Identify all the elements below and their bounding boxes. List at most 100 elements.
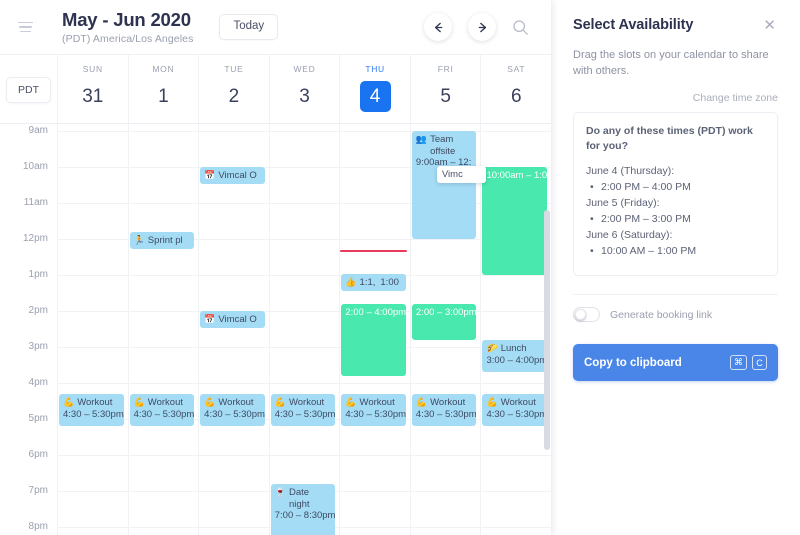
generate-booking-link-toggle[interactable] bbox=[573, 307, 600, 322]
day-header-mon[interactable]: MON 1 bbox=[127, 55, 199, 123]
search-icon bbox=[513, 19, 528, 35]
calendar-event[interactable]: 💪 Workout 4:30 – 5:30pm bbox=[129, 394, 195, 426]
calendar-event[interactable]: 💪 Workout 4:30 – 5:30pm bbox=[482, 394, 548, 426]
day-header-wed[interactable]: WED 3 bbox=[268, 55, 340, 123]
hour-gridline bbox=[410, 347, 481, 348]
change-timezone-link[interactable]: Change time zone bbox=[692, 92, 778, 104]
hour-gridline bbox=[481, 383, 551, 384]
search-button[interactable] bbox=[512, 19, 529, 36]
hour-gridline bbox=[199, 383, 269, 384]
toggle-label: Generate booking link bbox=[610, 308, 713, 321]
slot-group: June 5 (Friday): 2:00 PM – 3:00 PM bbox=[586, 195, 765, 227]
event-title: 💪 Workout bbox=[63, 397, 120, 409]
calendar-event[interactable]: 👍 1:1, 1:00 bbox=[341, 274, 406, 291]
day-column-fri[interactable]: 👥 Team offsite 9:00am – 12: 2:00 – 3:00pm 💪 W… bbox=[409, 124, 487, 535]
hour-gridline bbox=[340, 455, 410, 456]
day-header-tue[interactable]: TUE 2 bbox=[198, 55, 269, 123]
slots-preview-box[interactable]: Do any of these times (PDT) work for you… bbox=[573, 112, 778, 276]
hour-gridline bbox=[58, 455, 128, 456]
topbar-actions bbox=[424, 13, 551, 41]
hour-gridline bbox=[269, 203, 340, 204]
event-title-text: Workout bbox=[288, 397, 325, 408]
overlapping-event-chip[interactable]: Vimc bbox=[436, 166, 487, 183]
calendar-event[interactable]: 2:00 – 4:00pm bbox=[341, 304, 406, 376]
time-label: 12pm bbox=[22, 233, 48, 244]
close-icon[interactable]: ✕ bbox=[763, 17, 776, 34]
calendar-event[interactable]: 👥 Team offsite 9:00am – 12: bbox=[411, 131, 477, 239]
hour-gridline bbox=[269, 239, 340, 240]
calendar-event[interactable]: 🍷 Date night 7:00 – 8:30pm bbox=[270, 484, 336, 535]
hour-gridline bbox=[128, 383, 199, 384]
hour-gridline bbox=[199, 455, 269, 456]
hamburger-line bbox=[17, 21, 33, 24]
calendar-event[interactable]: 2:00 – 3:00pm bbox=[411, 304, 477, 340]
day-of-week-label: TUE bbox=[224, 64, 244, 74]
day-header-sun[interactable]: SUN 31 bbox=[57, 55, 128, 123]
event-title-text: Sprint pl bbox=[147, 234, 183, 246]
hour-gridline bbox=[481, 311, 551, 312]
hour-gridline bbox=[269, 167, 340, 168]
arrow-right-icon bbox=[478, 22, 486, 32]
calendar-event[interactable]: 💪 Workout 4:30 – 5:30pm bbox=[411, 394, 477, 426]
hour-gridline bbox=[128, 491, 199, 492]
event-time: 7:00 – 8:30pm bbox=[274, 510, 336, 521]
hour-gridline bbox=[410, 239, 481, 240]
time-label: 9am bbox=[28, 125, 48, 136]
hour-gridline bbox=[340, 527, 410, 528]
event-emoji-icon: 💪 bbox=[63, 397, 75, 407]
slot-time-item: 2:00 PM – 4:00 PM bbox=[586, 179, 765, 195]
day-column-sat[interactable]: 10:00am – 1:0 🌮 Lunch 3:00 – 4:00pm 💪 Workout… bbox=[480, 124, 551, 535]
calendar-scrollbar[interactable] bbox=[544, 124, 550, 535]
hour-gridline bbox=[410, 527, 481, 528]
current-time-indicator bbox=[340, 250, 407, 252]
day-header-sat[interactable]: SAT 6 bbox=[480, 55, 551, 123]
day-column-sun[interactable]: 💪 Workout 4:30 – 5:30pm bbox=[57, 124, 128, 535]
event-title: 👥 Team offsite bbox=[416, 134, 473, 157]
calendar-event[interactable]: 💪 Workout 4:30 – 5:30pm bbox=[200, 394, 265, 426]
day-number: 6 bbox=[510, 86, 522, 107]
timezone-button[interactable]: PDT bbox=[6, 76, 51, 104]
hour-gridline bbox=[199, 347, 269, 348]
next-week-button[interactable] bbox=[468, 13, 496, 41]
day-column-mon[interactable]: 🏃 Sprint pl 💪 Workout 4:30 – 5:30pm bbox=[127, 124, 199, 535]
calendar-grid-scroll[interactable]: 9am 10am 11am 12pm 1pm 2pm 3pm 4pm 5pm 6pm 7pm 8pm … bbox=[0, 124, 551, 535]
hamburger-icon[interactable] bbox=[0, 21, 46, 33]
panel-title: Select Availability bbox=[573, 17, 694, 33]
page-title: May - Jun 2020 bbox=[62, 8, 191, 30]
time-label: 8pm bbox=[28, 521, 48, 532]
hour-gridline bbox=[128, 527, 199, 528]
top-bar: May - Jun 2020 (PDT) America/Los Angeles… bbox=[0, 0, 551, 55]
shortcut-keycap: C bbox=[752, 355, 767, 370]
event-title-text: Workout bbox=[218, 397, 254, 408]
calendar-event[interactable]: 💪 Workout 4:30 – 5:30pm bbox=[59, 394, 124, 426]
calendar-event[interactable]: 🏃 Sprint pl bbox=[129, 232, 195, 249]
prev-week-button[interactable] bbox=[424, 13, 452, 41]
day-column-wed[interactable]: 💪 Workout 4:30 – 5:30pm 🍷 Date night 7:00 – 8… bbox=[268, 124, 340, 535]
calendar-event[interactable]: 📅 Vimcal O bbox=[200, 167, 265, 184]
copy-button-label: Copy to clipboard bbox=[584, 356, 682, 369]
day-column-thu[interactable]: 👍 1:1, 1:00 2:00 – 4:00pm 💪 Workout 4:30 – 5:… bbox=[339, 124, 410, 535]
hour-gridline bbox=[340, 239, 410, 240]
time-label: 4pm bbox=[28, 377, 48, 388]
calendar-event[interactable]: 💪 Workout 4:30 – 5:30pm bbox=[341, 394, 406, 426]
day-header-thu[interactable]: THU 4 bbox=[339, 55, 410, 123]
today-button[interactable]: Today bbox=[219, 13, 279, 41]
event-emoji-icon: 📅 bbox=[204, 313, 216, 324]
slot-time-list: 2:00 PM – 3:00 PM bbox=[586, 211, 765, 227]
calendar-event[interactable]: 10:00am – 1:0 bbox=[482, 167, 548, 275]
copy-to-clipboard-button[interactable]: Copy to clipboard ⌘ C bbox=[573, 344, 778, 381]
event-title-text: Workout bbox=[359, 397, 395, 408]
hour-gridline bbox=[481, 131, 551, 132]
event-title-text: Workout bbox=[430, 397, 466, 408]
day-header-fri[interactable]: FRI 5 bbox=[409, 55, 481, 123]
calendar-event[interactable]: 🌮 Lunch 3:00 – 4:00pm bbox=[482, 340, 548, 372]
scrollbar-thumb[interactable] bbox=[544, 210, 550, 450]
event-title: 💪 Workout bbox=[134, 397, 191, 409]
calendar-event[interactable]: 💪 Workout 4:30 – 5:30pm bbox=[270, 394, 336, 426]
event-title: 💪 Workout bbox=[345, 397, 402, 409]
shortcut-keycap: ⌘ bbox=[730, 355, 747, 370]
hour-gridline bbox=[481, 491, 551, 492]
day-column-tue[interactable]: 📅 Vimcal O 📅 Vimcal O 💪 Workout 4:30 – 5:30pm bbox=[198, 124, 269, 535]
calendar-event[interactable]: 📅 Vimcal O bbox=[200, 311, 265, 328]
